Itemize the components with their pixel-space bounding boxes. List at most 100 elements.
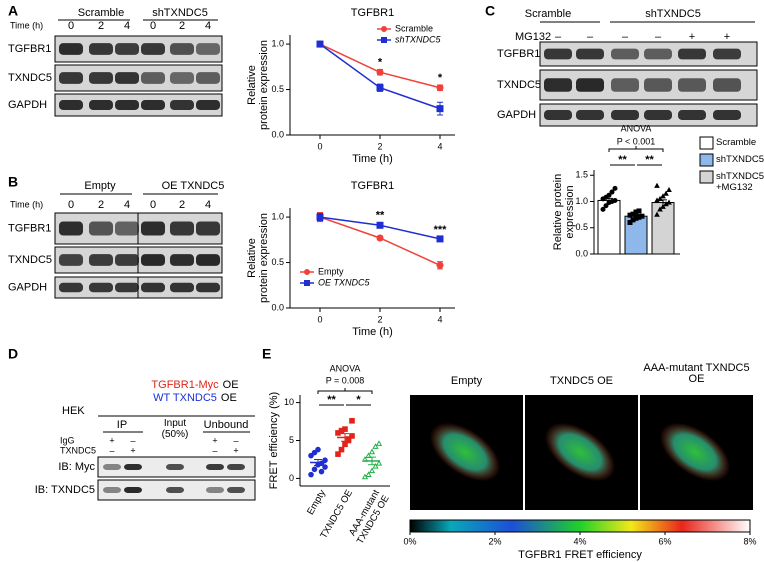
group-label: Scramble xyxy=(525,8,571,20)
blot-band xyxy=(644,110,672,120)
panel-label: A xyxy=(8,3,18,19)
x-tick-label: 0% xyxy=(403,536,416,546)
blot-band xyxy=(89,72,113,84)
data-point xyxy=(335,451,341,457)
cell-signal xyxy=(659,422,731,482)
data-point xyxy=(436,235,444,243)
legend-label: Empty xyxy=(318,266,344,276)
data-point xyxy=(311,466,318,473)
group-label: Input (50%) xyxy=(161,418,189,440)
legend-label: Scramble xyxy=(716,137,757,148)
row-label: TXNDC5 xyxy=(8,72,52,84)
data-point xyxy=(365,471,372,477)
y-tick-label: 1.5 xyxy=(575,170,588,180)
treatment-mark: – xyxy=(555,31,562,43)
treatment-mark: + xyxy=(689,31,695,43)
data-point xyxy=(376,234,384,242)
data-point xyxy=(372,443,379,449)
data-point xyxy=(342,426,348,432)
data-point xyxy=(318,468,325,475)
error-bar xyxy=(632,214,640,218)
data-point xyxy=(376,68,384,76)
blot-band xyxy=(124,464,142,470)
colorbar-title: TGFBR1 FRET efficiency xyxy=(518,549,642,561)
construct-suffix: OE xyxy=(221,392,237,404)
condition-mark: – xyxy=(212,445,217,455)
data-point xyxy=(315,446,321,453)
blot-band xyxy=(166,487,184,493)
blot-band xyxy=(115,72,139,84)
blot-band xyxy=(196,254,220,266)
lane-label: 0 xyxy=(150,199,156,211)
blot-band xyxy=(141,100,165,110)
blot-band xyxy=(59,221,83,236)
blot-band xyxy=(544,48,572,60)
data-point xyxy=(376,84,384,92)
blot-band xyxy=(103,464,121,470)
chart-title: TGFBR1 xyxy=(351,180,394,192)
y-tick-label: 10 xyxy=(284,397,294,407)
blot-band xyxy=(576,78,604,92)
data-point xyxy=(606,192,612,198)
x-axis-title: Time (h) xyxy=(352,326,393,338)
lane-label: 4 xyxy=(205,199,211,211)
treatment-mark: – xyxy=(655,31,662,43)
blot-band xyxy=(170,282,194,293)
data-point xyxy=(311,449,318,456)
row-label: GAPDH xyxy=(8,281,47,293)
blot-band xyxy=(170,254,194,266)
blot-band xyxy=(59,254,83,266)
x-tick-label: 0 xyxy=(317,314,322,324)
legend-label-box: Scramble xyxy=(716,137,757,148)
error-bar xyxy=(659,199,667,206)
x-tick-label: 8% xyxy=(743,536,756,546)
blot-band xyxy=(89,100,113,110)
annotation: P < 0.001 xyxy=(617,136,656,146)
y-axis-title: protein expression xyxy=(258,40,270,130)
legend-marker xyxy=(381,26,387,32)
data-point xyxy=(660,193,666,199)
blot-band xyxy=(713,78,741,92)
data-point xyxy=(627,220,633,225)
y-axis-title: Relative xyxy=(246,238,258,278)
error-bar xyxy=(368,456,376,466)
lane-label: 4 xyxy=(205,20,211,32)
blot-band xyxy=(644,78,672,92)
blot-band xyxy=(115,43,139,55)
data-point xyxy=(657,206,663,212)
colorbar xyxy=(409,519,751,533)
construct-name: WT TXNDC5 xyxy=(153,392,217,404)
data-point xyxy=(600,206,606,212)
condition-mark: + xyxy=(109,435,114,445)
data-point xyxy=(349,417,355,424)
row-label: TXNDC5 xyxy=(497,79,541,91)
blot-band xyxy=(544,110,572,120)
blot-band xyxy=(196,72,220,84)
blot-band xyxy=(544,78,572,92)
x-tick-label: 4 xyxy=(437,141,442,151)
y-tick-label: 0.5 xyxy=(575,222,588,232)
data-point xyxy=(338,446,345,453)
condition-label: IgG xyxy=(60,435,75,445)
image-label: AAA-mutant TXNDC5 OE xyxy=(643,363,750,385)
data-point xyxy=(316,40,324,48)
condition-mark: + xyxy=(130,445,135,455)
y-axis-title: expression xyxy=(564,185,576,238)
blot-band xyxy=(141,221,165,236)
blot-band xyxy=(59,72,83,84)
blot-band xyxy=(576,110,604,120)
panel-label: B xyxy=(8,174,18,190)
treatment-mark: + xyxy=(724,31,730,43)
blot-band xyxy=(89,221,113,236)
blot-band xyxy=(59,43,83,55)
panel-label: D xyxy=(8,346,18,362)
lane-label: 0 xyxy=(68,199,74,211)
data-point xyxy=(316,213,324,221)
data-point xyxy=(436,261,444,269)
blot-band xyxy=(166,464,184,470)
row-label: TGFBR1 xyxy=(497,48,540,60)
blot-band xyxy=(678,78,706,92)
data-point xyxy=(663,190,669,196)
blot-band xyxy=(115,221,139,236)
comparison: ** xyxy=(645,154,654,166)
